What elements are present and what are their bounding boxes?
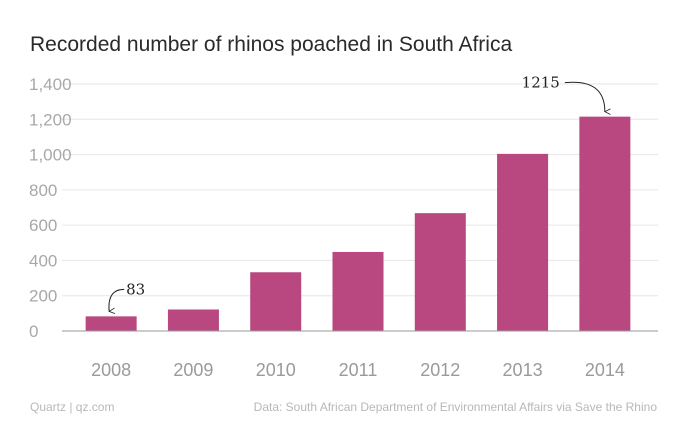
x-tick-label: 2008 xyxy=(91,360,131,380)
chart-title: Recorded number of rhinos poached in Sou… xyxy=(30,33,513,56)
y-tick-label: 400 xyxy=(29,251,57,270)
y-tick-label: 0 xyxy=(29,322,38,341)
x-tick-label: 2014 xyxy=(585,360,625,380)
bar-2011 xyxy=(332,251,384,331)
bars xyxy=(85,116,631,331)
x-tick-label: 2010 xyxy=(256,360,296,380)
y-tick-label: 800 xyxy=(29,181,57,200)
y-tick-label: 200 xyxy=(29,287,57,306)
bar-2012 xyxy=(414,213,466,331)
bar-2014 xyxy=(579,116,631,331)
x-tick-label: 2009 xyxy=(173,360,213,380)
footer-source-left: Quartz | qz.com xyxy=(30,400,115,414)
y-tick-label: 1,400 xyxy=(29,75,72,94)
bar-2009 xyxy=(167,309,219,331)
x-tick-label: 2013 xyxy=(503,360,543,380)
annotations: 83 1215 xyxy=(109,74,605,312)
x-tick-label: 2011 xyxy=(339,360,378,380)
y-axis-ticks: 0 200 400 600 800 1,000 1,200 1,400 xyxy=(29,75,72,341)
annotation-label: 1215 xyxy=(522,74,560,92)
y-tick-label: 1,000 xyxy=(29,146,72,165)
bar-2010 xyxy=(250,272,302,331)
y-tick-label: 600 xyxy=(29,216,57,235)
footer-source-right: Data: South African Department of Enviro… xyxy=(253,400,657,414)
annotation-arrow xyxy=(109,288,125,311)
annotation-arrow xyxy=(564,81,605,111)
annotation-label: 83 xyxy=(126,280,145,298)
y-tick-label: 1,200 xyxy=(29,110,72,129)
bar-2013 xyxy=(497,153,549,331)
bar-2008 xyxy=(85,316,137,331)
x-axis-ticks: 2008 2009 2010 2011 2012 2013 2014 xyxy=(91,360,625,380)
x-tick-label: 2012 xyxy=(420,360,460,380)
